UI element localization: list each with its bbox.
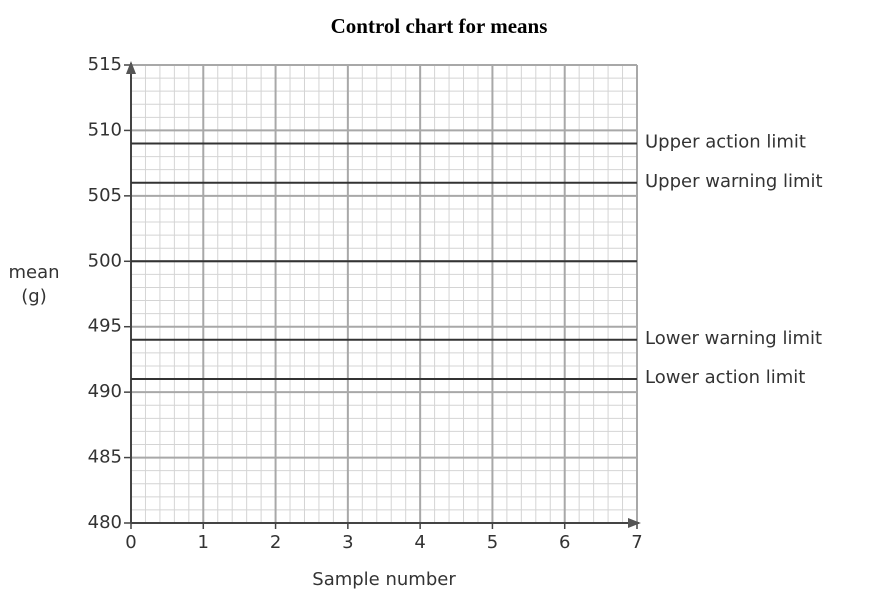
y-tick-label: 495	[88, 316, 122, 337]
y-tick-label: 485	[88, 447, 122, 468]
x-tick-label: 7	[631, 532, 642, 553]
x-tick-label: 3	[342, 532, 353, 553]
y-tick-label: 510	[88, 119, 122, 140]
limit-label: Upper warning limit	[645, 171, 823, 192]
x-tick-label: 2	[270, 532, 281, 553]
y-axis-label: (g)	[21, 286, 46, 307]
x-tick-label: 1	[198, 532, 209, 553]
x-tick-label: 5	[487, 532, 498, 553]
x-axis-arrow	[628, 518, 641, 528]
limit-label: Lower action limit	[645, 367, 805, 388]
y-tick-label: 500	[88, 250, 122, 271]
limit-label: Upper action limit	[645, 132, 806, 153]
y-tick-label: 515	[88, 54, 122, 75]
x-tick-label: 4	[414, 532, 425, 553]
x-axis-label: Sample number	[312, 569, 456, 590]
y-axis-label: mean	[8, 262, 59, 283]
y-tick-label: 505	[88, 185, 122, 206]
y-tick-label: 490	[88, 381, 122, 402]
chart-title: Control chart for means	[331, 14, 548, 38]
limit-label: Lower warning limit	[645, 328, 822, 349]
y-axis-arrow	[126, 61, 136, 74]
y-tick-label: 480	[88, 512, 122, 533]
x-tick-label: 0	[125, 532, 136, 553]
x-tick-label: 6	[559, 532, 570, 553]
